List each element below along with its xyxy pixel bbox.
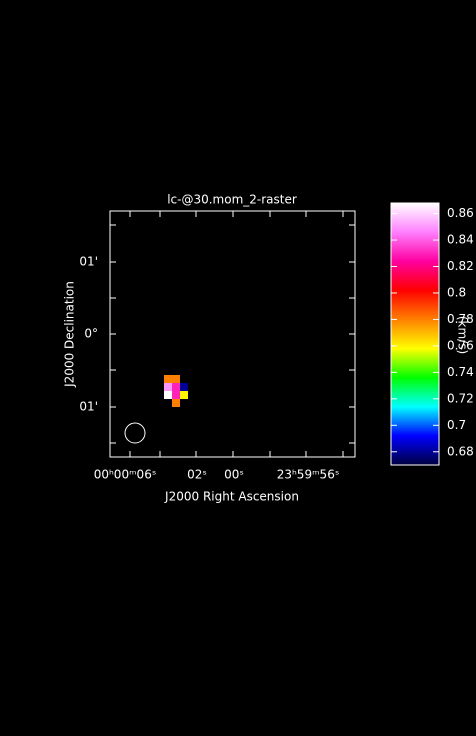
pixel (164, 391, 172, 399)
colorbar-tick-label: 0.84 (447, 233, 474, 247)
chart-title: lc-@30.mom_2-raster (167, 193, 297, 207)
colorbar-tick-label: 0.8 (447, 285, 466, 299)
pixel (164, 375, 172, 383)
colorbar (390, 202, 440, 466)
x-axis-label: J2000 Right Ascension (164, 490, 299, 504)
plot-frame (109, 210, 356, 458)
x-tick-label: 00ˢ (224, 468, 244, 482)
colorbar-tick-label: 0.82 (447, 259, 474, 273)
colorbar-tick-label: 0.7 (447, 418, 466, 432)
colorbar-tick-label: 0.76 (447, 338, 474, 352)
y-tick-label: 01' (79, 400, 98, 414)
colorbar-tick-label: 0.72 (447, 391, 474, 405)
colorbar-label: (km/s) (456, 316, 470, 354)
x-tick-label: 02ˢ (187, 468, 207, 482)
y-tick-label: 01' (79, 255, 98, 269)
y-axis-label: J2000 Declination (63, 281, 77, 388)
colorbar-tick-label: 0.74 (447, 365, 474, 379)
colorbar-tick-label: 0.68 (447, 444, 474, 458)
y-tick-label: 0° (84, 327, 98, 341)
x-tick-label: 23ʰ59ᵐ56ˢ (277, 468, 340, 482)
colorbar-tick-label: 0.78 (447, 312, 474, 326)
x-tick-label: 00ʰ00ᵐ06ˢ (94, 468, 157, 482)
beam (124, 422, 146, 444)
pixel (164, 383, 172, 391)
pixel (180, 391, 188, 399)
pixel (180, 383, 188, 391)
pixel (172, 391, 180, 399)
colorbar-tick-label: 0.86 (447, 206, 474, 220)
pixel (172, 375, 180, 383)
frame (109, 210, 356, 458)
pixel (172, 383, 180, 391)
pixel (172, 399, 180, 407)
